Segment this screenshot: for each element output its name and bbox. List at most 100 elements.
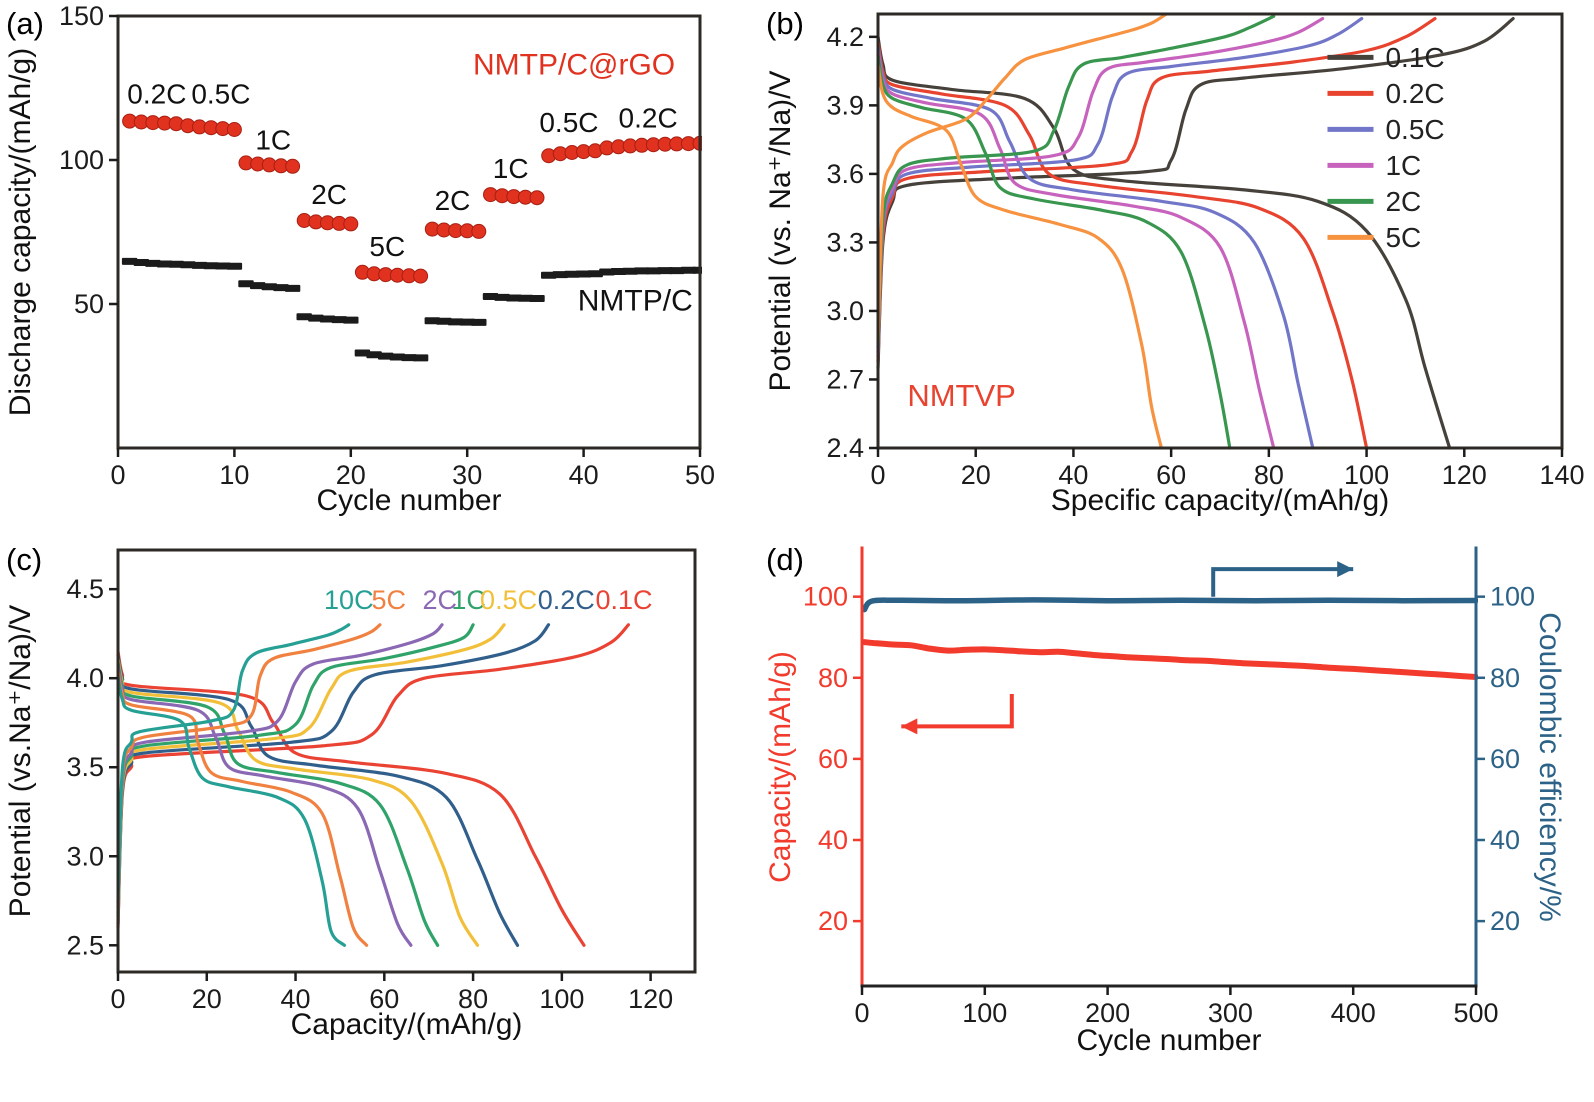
series-0.2C discharge bbox=[116, 653, 520, 947]
chart-c-svg: 0 20 40 60 80 100 120 2.5 3.0 3.5 4.0 4.5 Capacity/(… bbox=[4, 548, 697, 1041]
legend-label: 5C bbox=[1385, 222, 1421, 253]
x-tick-label: 20 bbox=[192, 984, 222, 1014]
data-point bbox=[284, 284, 301, 292]
data-point bbox=[412, 354, 429, 362]
x-tick-label: 100 bbox=[1344, 460, 1389, 490]
data-point bbox=[471, 223, 487, 239]
panel-label-b: (b) bbox=[766, 6, 804, 41]
panel-c-charge-discharge-rates: (c) 0 20 40 60 80 100 120 2.5 3.0 3.5 4.0 4.5 Capaci… bbox=[0, 520, 760, 1102]
x-tick-label: 100 bbox=[962, 998, 1007, 1028]
annotation: 1C bbox=[451, 585, 486, 615]
x-tick-label: 0 bbox=[870, 460, 885, 490]
data-point bbox=[226, 122, 242, 137]
data-point bbox=[133, 259, 149, 266]
chart-b-svg: 0 20 40 60 80 100 120 140 2.4 2.7 3.0 3.3 3.6 3.9 4.2 S… bbox=[764, 12, 1585, 517]
series-1C charge bbox=[876, 17, 1325, 354]
arrow-head bbox=[901, 718, 918, 735]
series-10C discharge bbox=[116, 674, 346, 947]
annotation: NMTP/C@rGO bbox=[473, 48, 675, 81]
x-axis-label: Specific capacity/(mAh/g) bbox=[1051, 484, 1389, 517]
x-tick-label: 20 bbox=[336, 460, 366, 490]
x-tick-label: 140 bbox=[1539, 460, 1584, 490]
data-point bbox=[180, 261, 196, 269]
data-point bbox=[331, 316, 347, 324]
x-tick-label: 300 bbox=[1208, 998, 1253, 1028]
data-point bbox=[308, 314, 324, 322]
y-axis-label: Discharge capacity/(mAh/g) bbox=[4, 48, 37, 416]
data-point bbox=[203, 262, 219, 270]
x-tick-label: 0 bbox=[110, 460, 125, 490]
series-0.1C discharge bbox=[116, 649, 586, 947]
data-point bbox=[296, 313, 312, 321]
data-point bbox=[494, 293, 510, 301]
chart-c-charge-discharge: 0 20 40 60 80 100 120 2.5 3.0 3.5 4.0 4.5 Capacity/(… bbox=[0, 520, 760, 1102]
chart-b-charge-discharge: 0 20 40 60 80 100 120 140 2.4 2.7 3.0 3.3 3.6 3.9 4.2 S… bbox=[760, 0, 1594, 520]
y-tick-label: 100 bbox=[803, 582, 848, 612]
panel-b-charge-discharge-nmtvp: (b) 0 20 40 60 80 100 120 140 2.4 2.7 3.0 3.3 3.6 3.9… bbox=[760, 0, 1594, 520]
x-tick-label: 10 bbox=[219, 460, 249, 490]
y-tick-label: 20 bbox=[818, 906, 848, 936]
series-0.2C charge bbox=[116, 623, 551, 926]
y-axis-label: Potential (vs. Na⁺/Na)/V bbox=[764, 71, 797, 392]
annotation: 0.2C bbox=[127, 78, 186, 109]
series-2C charge bbox=[116, 623, 444, 915]
y2-tick-label: 80 bbox=[1490, 663, 1520, 693]
legend-label: 0.5C bbox=[1385, 114, 1444, 145]
data-point bbox=[529, 190, 545, 206]
legend-label: 0.2C bbox=[1385, 78, 1444, 109]
series-coulombic-efficiency bbox=[861, 597, 1478, 613]
data-point bbox=[634, 267, 650, 275]
data-point bbox=[517, 294, 534, 302]
x-tick-label: 60 bbox=[1156, 460, 1186, 490]
data-point bbox=[552, 271, 568, 279]
data-point bbox=[413, 268, 429, 284]
annotation: 1C bbox=[255, 124, 291, 155]
chart-d-cycling-stability: 0 100 200 300 400 500 20 40 60 80 100 20 40 60 80 100 Cy… bbox=[760, 520, 1594, 1102]
series-0.5C discharge bbox=[116, 657, 480, 947]
legend-label: 2C bbox=[1385, 186, 1421, 217]
y-axis-label: Capacity/(mAh/g) bbox=[764, 651, 797, 883]
data-point bbox=[680, 266, 697, 274]
x-tick-label: 120 bbox=[1442, 460, 1487, 490]
series-1C discharge bbox=[876, 48, 1276, 450]
data-point bbox=[156, 260, 173, 268]
y-tick-label: 4.2 bbox=[826, 22, 864, 52]
data-point bbox=[424, 317, 440, 325]
series-5C charge bbox=[876, 12, 1168, 345]
series-1C discharge bbox=[116, 660, 440, 947]
x-tick-label: 20 bbox=[961, 460, 991, 490]
y2-tick-label: 60 bbox=[1490, 744, 1520, 774]
chart-a-rate-capability: 0 10 20 30 40 50 50 100 150 Cycle number Discharge… bbox=[0, 0, 760, 520]
series-0.5C charge bbox=[876, 17, 1364, 359]
data-point bbox=[401, 354, 417, 362]
x-axis-label: Cycle number bbox=[316, 484, 501, 517]
series-capacity bbox=[861, 639, 1478, 680]
y-tick-label: 2.5 bbox=[66, 930, 104, 960]
data-point bbox=[366, 351, 382, 359]
data-point bbox=[389, 353, 406, 361]
data-point bbox=[622, 267, 638, 275]
annotation: 1C bbox=[493, 153, 529, 184]
series-NMTP/C@rGO bbox=[122, 113, 702, 284]
y-tick-label: 4.0 bbox=[66, 663, 104, 693]
series-0.2C discharge bbox=[876, 39, 1369, 450]
legend-label: 0.1C bbox=[1385, 42, 1444, 73]
y-tick-label: 60 bbox=[818, 744, 848, 774]
y2-tick-label: 20 bbox=[1490, 906, 1520, 936]
data-point bbox=[285, 158, 301, 174]
y-tick-label: 150 bbox=[59, 1, 104, 31]
legend-label: 1C bbox=[1385, 150, 1421, 181]
y-tick-label: 3.6 bbox=[826, 159, 864, 189]
data-point bbox=[319, 315, 336, 323]
annotation: 0.5C bbox=[539, 107, 598, 138]
x-tick-label: 0 bbox=[854, 998, 869, 1028]
y-tick-label: 3.0 bbox=[826, 296, 864, 326]
x-tick-label: 100 bbox=[539, 984, 584, 1014]
data-point bbox=[587, 270, 603, 278]
data-point bbox=[506, 294, 522, 302]
x-tick-label: 80 bbox=[1254, 460, 1284, 490]
data-point bbox=[459, 318, 475, 326]
y-tick-label: 80 bbox=[818, 663, 848, 693]
series-10C charge bbox=[116, 623, 351, 905]
data-point bbox=[599, 268, 615, 276]
